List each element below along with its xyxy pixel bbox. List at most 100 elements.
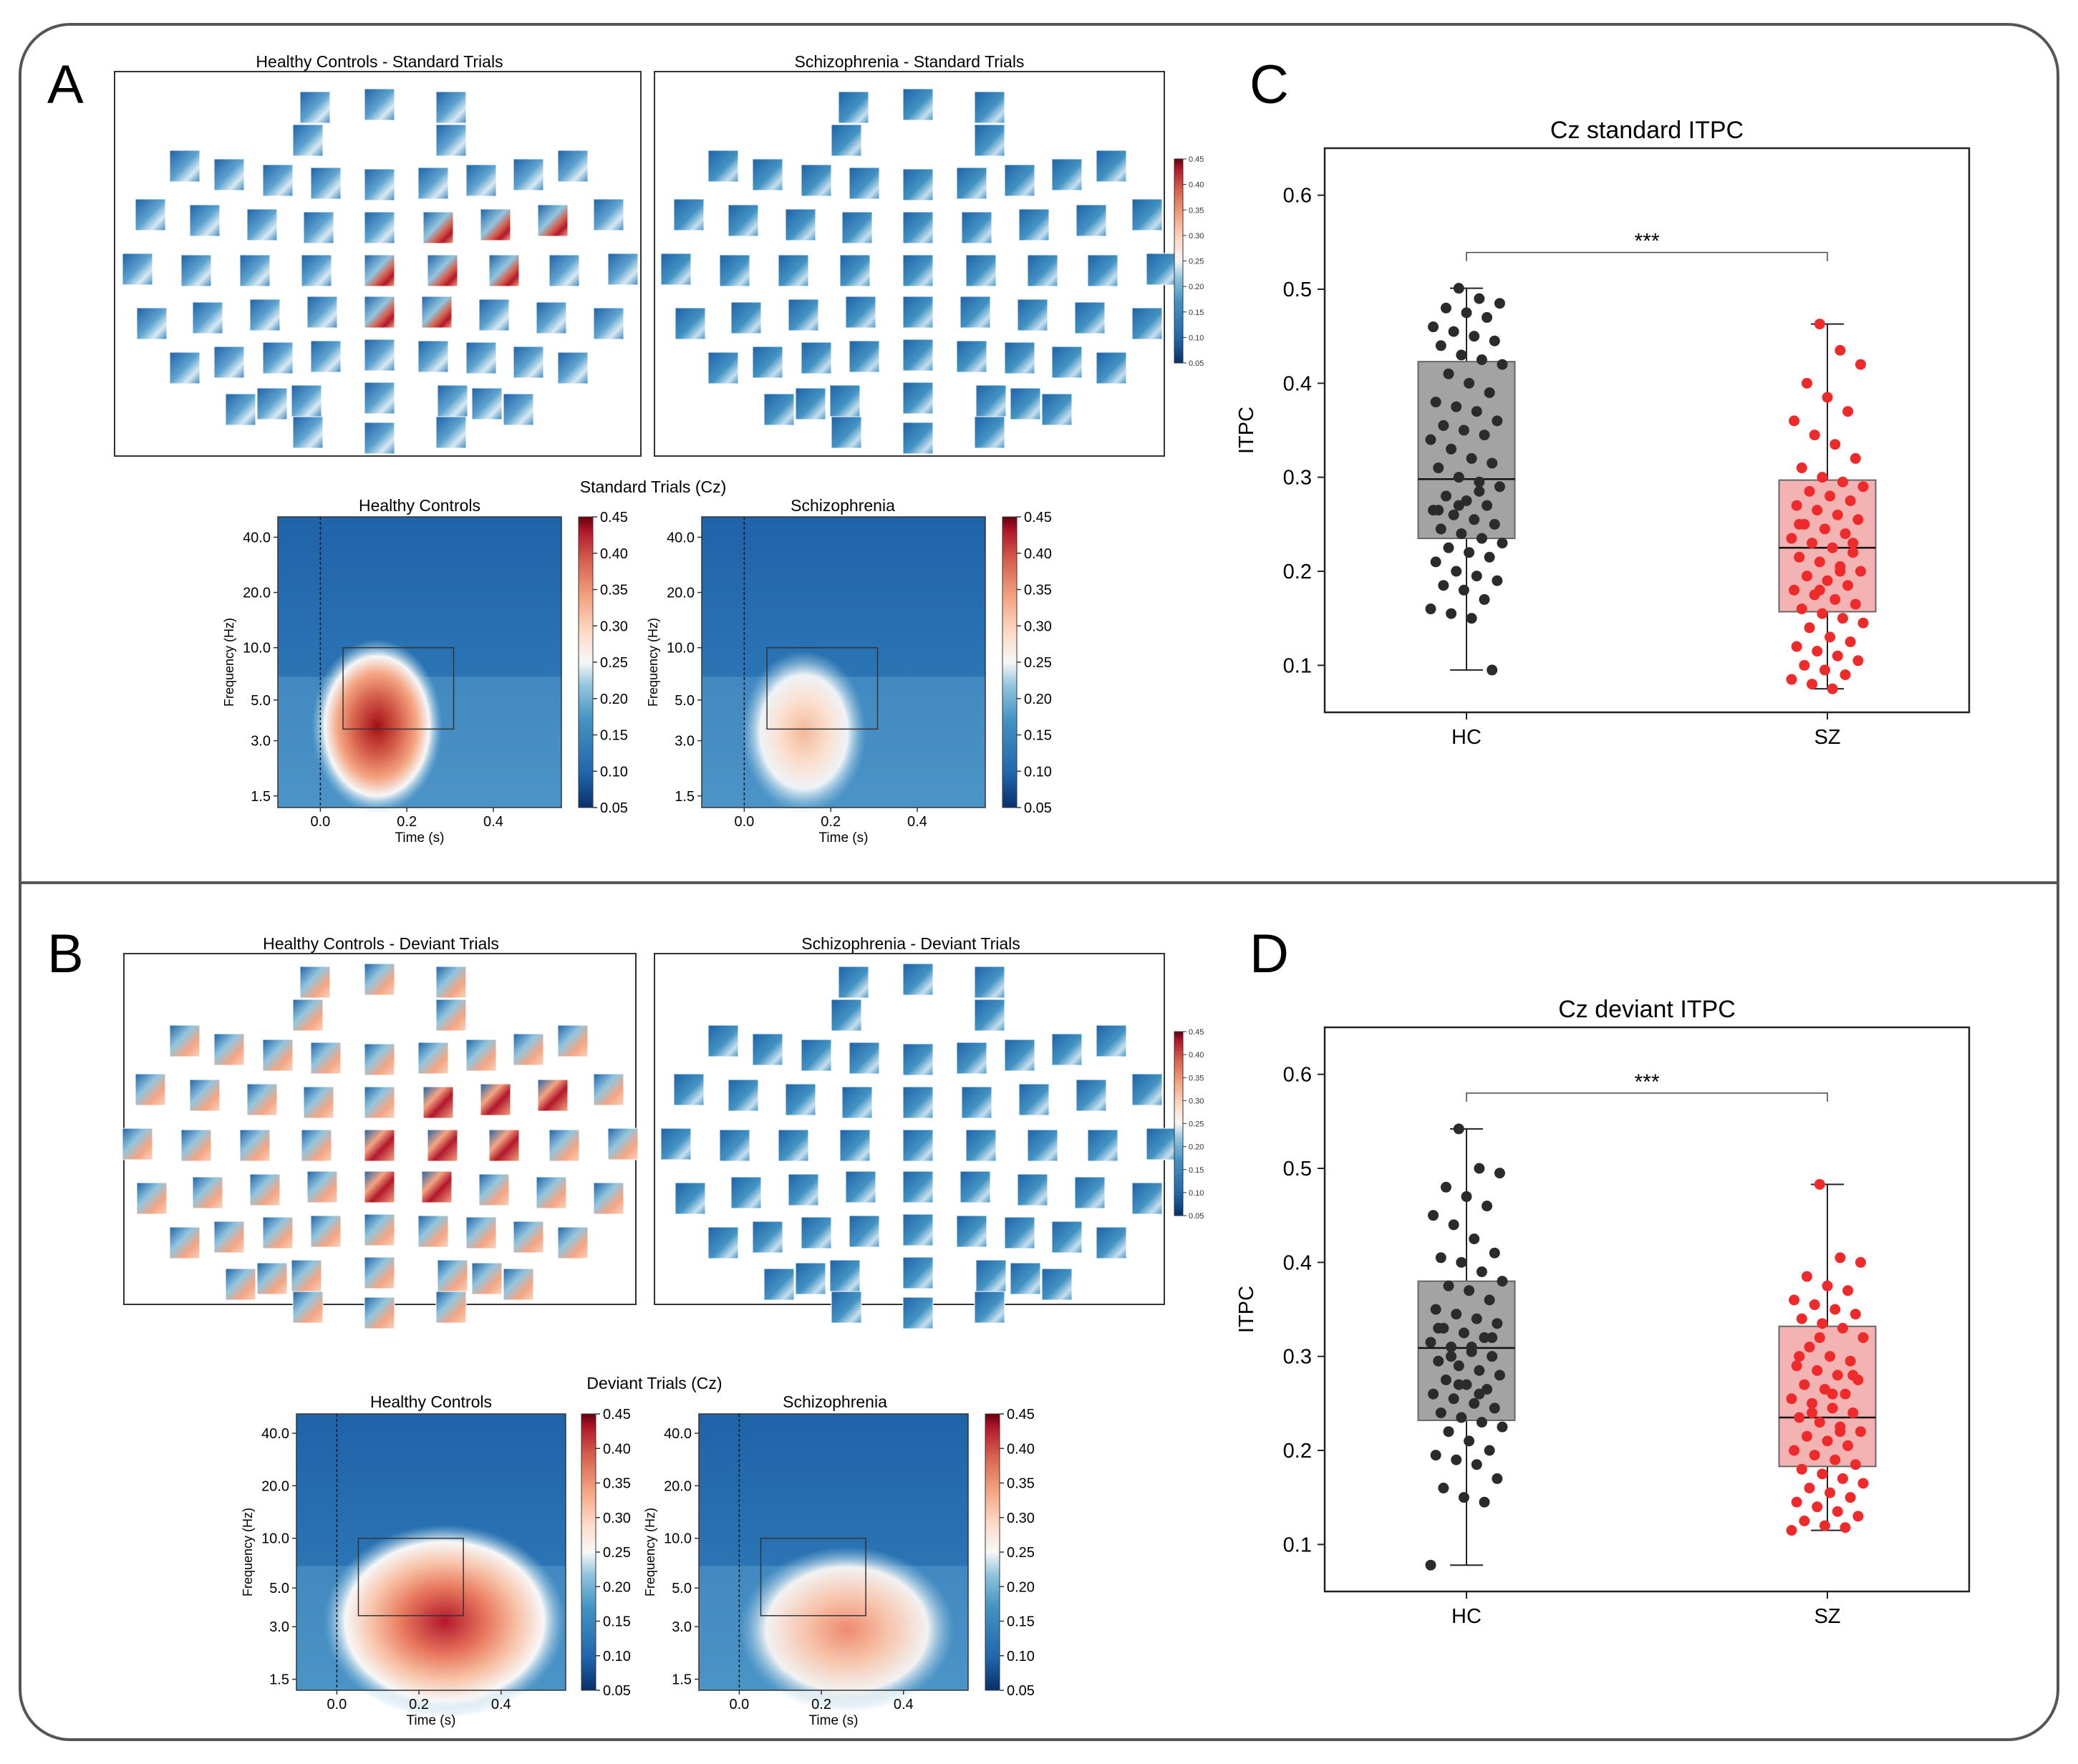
- electrode-tile: [435, 124, 467, 157]
- tf-map-sz-standard: 40.0 20.0 10.0 5.0 3.0 1.5 0.0 0.2 0.4 Time (s) Fr…: [646, 510, 1052, 845]
- electrode-tile: [1131, 1073, 1163, 1106]
- tf-map-hc-standard: 40.0 20.0 10.0 5.0 3.0 1.5 0.0 0.2 0.4 Time (s) Fr…: [222, 510, 628, 845]
- electrode-tile: [1076, 1079, 1107, 1112]
- boxplot-point: [1487, 457, 1498, 469]
- boxplot-point: [1822, 1280, 1833, 1292]
- tf-cbar-tick-label: 0.30: [1007, 1511, 1035, 1526]
- boxplot-point: [1801, 571, 1812, 582]
- topo-title-sz-standard: Schizophrenia - Standard Trials: [795, 52, 1025, 71]
- boxplot-point: [1832, 509, 1843, 520]
- boxplot-point: [1835, 566, 1846, 577]
- electrode-tile: [256, 387, 288, 420]
- boxplot-cz-deviant: Cz deviant ITPC 0.1 0.2 0.3 0.4 0.5 0.6 ITPC HC S…: [1235, 996, 1971, 1628]
- topo-cbar-tick-label: 0.15: [1189, 309, 1204, 317]
- boxplot-point: [1443, 1426, 1454, 1438]
- topo-cbar-tick-label: 0.05: [1189, 359, 1204, 368]
- electrode-tile: [730, 301, 762, 334]
- boxplot-point: [1825, 1487, 1836, 1498]
- boxplot-point: [1448, 509, 1459, 520]
- electrode-tile: [902, 1129, 934, 1162]
- tf-xtick-label: 0.2: [397, 814, 417, 830]
- boxplot-ytick-label: 0.3: [1283, 467, 1312, 490]
- tf-cbar-tick-label: 0.10: [1007, 1649, 1035, 1664]
- electrode-tile: [1146, 253, 1177, 286]
- boxplot-point: [1453, 1360, 1464, 1372]
- tf-cbar-tick-label: 0.05: [600, 800, 628, 816]
- panel-letter-b: B: [47, 924, 84, 984]
- tf-ytick-label: 3.0: [675, 734, 695, 750]
- electrode-tile: [1096, 352, 1127, 384]
- boxplot-point: [1847, 538, 1859, 549]
- boxplot-point: [1446, 443, 1457, 455]
- electrode-tile: [845, 296, 876, 329]
- electrode-tile: [1051, 346, 1083, 379]
- electrode-tile: [471, 387, 503, 420]
- boxplot-point: [1469, 1397, 1480, 1409]
- tf-ytick-label: 1.5: [269, 1672, 289, 1688]
- boxplot-point: [1430, 1450, 1441, 1461]
- electrode-tile: [1018, 1083, 1050, 1116]
- electrode-tile: [1076, 204, 1107, 237]
- electrode-tile: [189, 1079, 221, 1112]
- electrode-tile: [839, 254, 871, 287]
- boxplot-ytick-label: 0.4: [1283, 372, 1312, 395]
- tf-cbar-tick-label: 0.30: [600, 619, 628, 634]
- boxplot-point: [1425, 1337, 1436, 1348]
- boxplot-point: [1812, 1365, 1823, 1376]
- electrode-tile: [213, 1033, 245, 1066]
- electrode-tile: [902, 1297, 934, 1329]
- boxplot-point: [1825, 631, 1836, 643]
- boxplot-point: [1497, 1421, 1508, 1433]
- boxplot-point: [1482, 500, 1493, 511]
- tf-xtick-label: 0.4: [483, 814, 503, 830]
- boxplot-point: [1837, 1473, 1848, 1484]
- topo-colorbar-standard: [1174, 158, 1184, 364]
- boxplot-ytick-label: 0.2: [1283, 561, 1312, 583]
- electrode-tile: [256, 1262, 288, 1295]
- electrode-tile: [417, 1042, 449, 1075]
- electrode-tile: [478, 299, 510, 331]
- electrode-tile: [364, 254, 395, 287]
- boxplot-point: [1794, 551, 1805, 563]
- boxplot-point: [1847, 1370, 1859, 1381]
- topo-cbar-tick-label: 0.35: [1189, 1074, 1204, 1082]
- electrode-tile: [480, 208, 511, 241]
- boxplot-point: [1443, 542, 1454, 553]
- electrode-tile: [488, 254, 520, 287]
- electrode-tile: [122, 1128, 153, 1160]
- tf-ytick-label: 20.0: [243, 586, 271, 601]
- boxplot-point: [1461, 1191, 1472, 1202]
- electrode-tile: [169, 352, 200, 384]
- electrode-tile: [465, 164, 497, 197]
- electrode-tile: [435, 91, 467, 124]
- electrode-tile: [537, 204, 569, 237]
- boxplot-point: [1827, 1388, 1838, 1400]
- boxplot-point: [1845, 495, 1856, 506]
- topo-cbar-tick-label: 0.40: [1189, 181, 1204, 190]
- electrode-tile: [902, 382, 934, 415]
- tf-ylabel: Frequency (Hz): [643, 1508, 657, 1596]
- boxplot-ytick-label: 0.3: [1283, 1346, 1312, 1369]
- electrode-tile: [902, 1213, 934, 1246]
- boxplot-point: [1786, 674, 1797, 685]
- boxplot-point: [1819, 523, 1830, 535]
- electrode-tile: [1041, 1268, 1073, 1301]
- tf-ytick-label: 5.0: [675, 693, 695, 709]
- boxplot-point: [1857, 1332, 1869, 1343]
- electrode-tile: [1146, 1128, 1177, 1160]
- boxplot-cz-standard: Cz standard ITPC 0.1 0.2 0.3 0.4 0.5 0.6 ITPC HC…: [1235, 117, 1971, 749]
- boxplot-point: [1830, 1304, 1841, 1315]
- tf-cbar-tick-label: 0.45: [1007, 1407, 1035, 1423]
- tf-xtick-label: 0.0: [327, 1697, 347, 1712]
- electrode-tile: [306, 296, 338, 329]
- tf-ytick-label: 10.0: [261, 1531, 289, 1547]
- electrode-tile: [435, 1291, 467, 1324]
- electrode-tile: [246, 208, 278, 241]
- boxplot-point: [1814, 1417, 1825, 1428]
- boxplot-point: [1435, 1407, 1446, 1418]
- electrode-tile: [838, 966, 869, 999]
- boxplot-point: [1458, 1327, 1469, 1339]
- boxplot-point: [1425, 434, 1436, 445]
- electrode-tile: [956, 1042, 987, 1075]
- boxplot-point: [1451, 566, 1462, 577]
